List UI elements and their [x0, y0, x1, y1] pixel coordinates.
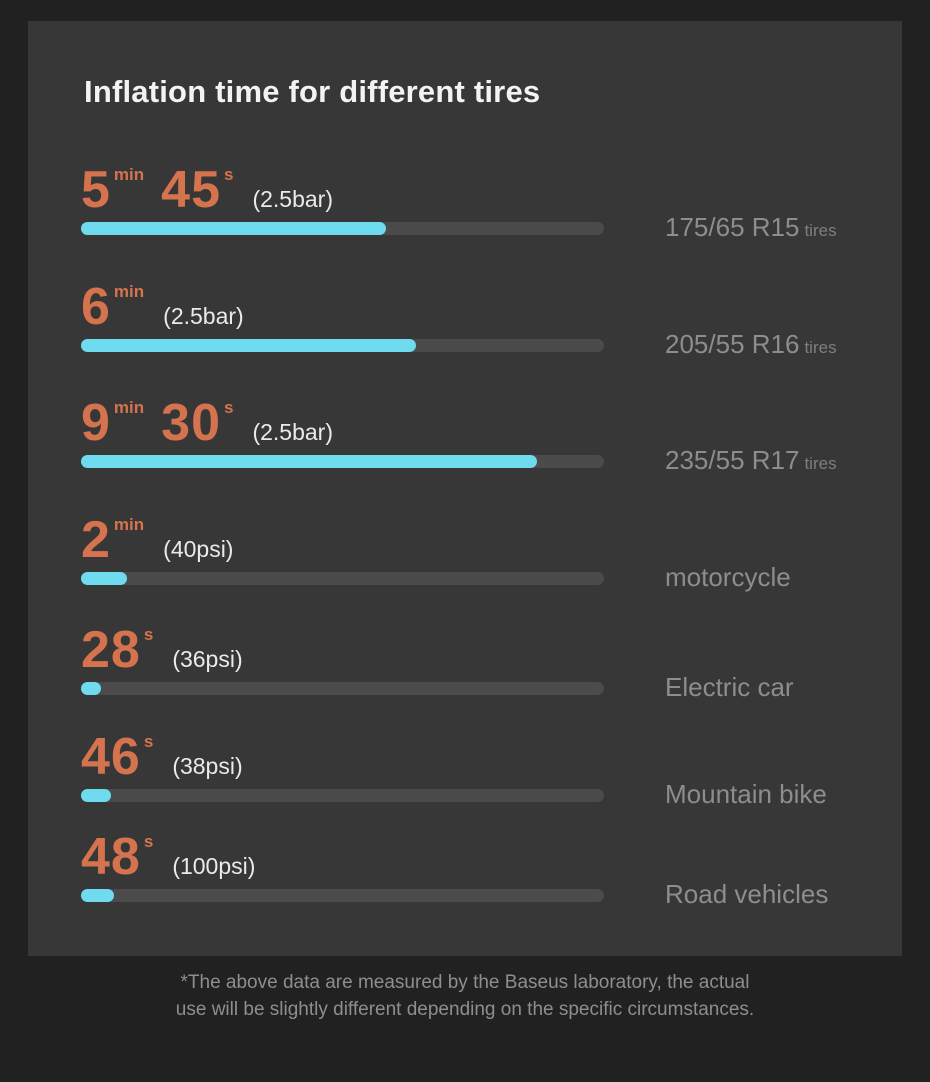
time-part: 45 s — [161, 164, 233, 216]
tire-label: Road vehicles — [665, 879, 828, 909]
tire-label-text: Electric car — [665, 672, 794, 702]
progress-track — [81, 789, 604, 802]
tire-label: Mountain bike — [665, 779, 827, 809]
tire-label-text: 175/65 R15 — [665, 212, 800, 242]
time-unit: min — [113, 165, 145, 184]
inflation-time: 9 min 30 s (2.5bar) — [81, 397, 333, 449]
time-part: 2 min — [81, 514, 144, 566]
time-value: 45 — [161, 161, 221, 219]
progress-track — [81, 455, 604, 468]
time-part: 46 s — [81, 731, 153, 783]
footnote: *The above data are measured by the Base… — [0, 969, 930, 1023]
time-part: 30 s — [161, 397, 233, 449]
tire-row: 28 s (36psi) Electric car — [81, 624, 794, 702]
time-value: 9 — [81, 394, 111, 452]
progress-fill — [81, 572, 128, 585]
tire-label-text: 235/55 R17 — [665, 445, 800, 475]
tire-label: 205/55 R16 tires — [665, 329, 837, 363]
inflation-time: 46 s (38psi) — [81, 731, 243, 783]
tire-row: 9 min 30 s (2.5bar) 235/55 R17 tires — [81, 397, 837, 475]
pressure-label: (40psi) — [163, 536, 234, 562]
time-value: 46 — [81, 728, 141, 786]
inflation-time: 5 min 45 s (2.5bar) — [81, 164, 333, 216]
time-part: 6 min — [81, 281, 144, 333]
pressure-label: (2.5bar) — [252, 186, 334, 212]
time-unit: s — [143, 732, 154, 751]
tire-label-text: Mountain bike — [665, 779, 827, 809]
time-unit: min — [113, 398, 145, 417]
progress-fill — [81, 789, 111, 802]
tire-label-suffix: tires — [804, 454, 837, 473]
time-part: 5 min — [81, 164, 144, 216]
progress-track — [81, 222, 604, 235]
tire-row: 2 min (40psi) motorcycle — [81, 514, 791, 592]
inflation-time: 28 s (36psi) — [81, 624, 243, 676]
time-value: 30 — [161, 394, 221, 452]
time-value: 2 — [81, 511, 111, 569]
content-panel — [28, 21, 902, 956]
time-unit: min — [113, 282, 145, 301]
time-part: 48 s — [81, 831, 153, 883]
pressure-label: (38psi) — [172, 753, 243, 779]
tire-label-text: 205/55 R16 — [665, 329, 800, 359]
tire-label: Electric car — [665, 672, 794, 702]
progress-fill — [81, 339, 416, 352]
tire-label: 235/55 R17 tires — [665, 445, 837, 479]
time-value: 28 — [81, 621, 141, 679]
tire-label-suffix: tires — [804, 338, 837, 357]
inflation-time: 6 min (2.5bar) — [81, 281, 244, 333]
time-part: 28 s — [81, 624, 153, 676]
footnote-line-1: *The above data are measured by the Base… — [180, 972, 750, 993]
time-unit: s — [143, 625, 154, 644]
tire-label: motorcycle — [665, 562, 791, 592]
time-unit: s — [143, 832, 154, 851]
footnote-line-2: use will be slightly different depending… — [175, 999, 755, 1020]
time-value: 48 — [81, 828, 141, 886]
tire-label-text: motorcycle — [665, 562, 791, 592]
tire-label-text: Road vehicles — [665, 879, 829, 909]
progress-fill — [81, 889, 114, 902]
tire-label-suffix: tires — [804, 221, 837, 240]
progress-track — [81, 889, 604, 902]
inflation-time: 2 min (40psi) — [81, 514, 233, 566]
time-unit: s — [224, 165, 234, 184]
pressure-label: (2.5bar) — [252, 419, 334, 445]
tire-row: 5 min 45 s (2.5bar) 175/65 R15 tires — [81, 164, 837, 242]
page-title: Inflation time for different tires — [84, 74, 541, 109]
pressure-label: (100psi) — [172, 853, 256, 879]
tire-row: 6 min (2.5bar) 205/55 R16 tires — [81, 281, 837, 359]
progress-fill — [81, 455, 538, 468]
time-unit: s — [224, 398, 234, 417]
tire-label: 175/65 R15 tires — [665, 212, 837, 246]
progress-track — [81, 572, 604, 585]
time-value: 5 — [81, 161, 111, 219]
time-part: 9 min — [81, 397, 144, 449]
progress-track — [81, 682, 604, 695]
pressure-label: (2.5bar) — [163, 303, 244, 329]
tire-row: 48 s (100psi) Road vehicles — [81, 831, 828, 909]
time-unit: min — [113, 515, 145, 534]
inflation-time: 48 s (100psi) — [81, 831, 255, 883]
progress-fill — [81, 682, 101, 695]
progress-track — [81, 339, 604, 352]
progress-fill — [81, 222, 386, 235]
pressure-label: (36psi) — [172, 646, 243, 672]
time-value: 6 — [81, 278, 111, 336]
tire-row: 46 s (38psi) Mountain bike — [81, 731, 827, 809]
